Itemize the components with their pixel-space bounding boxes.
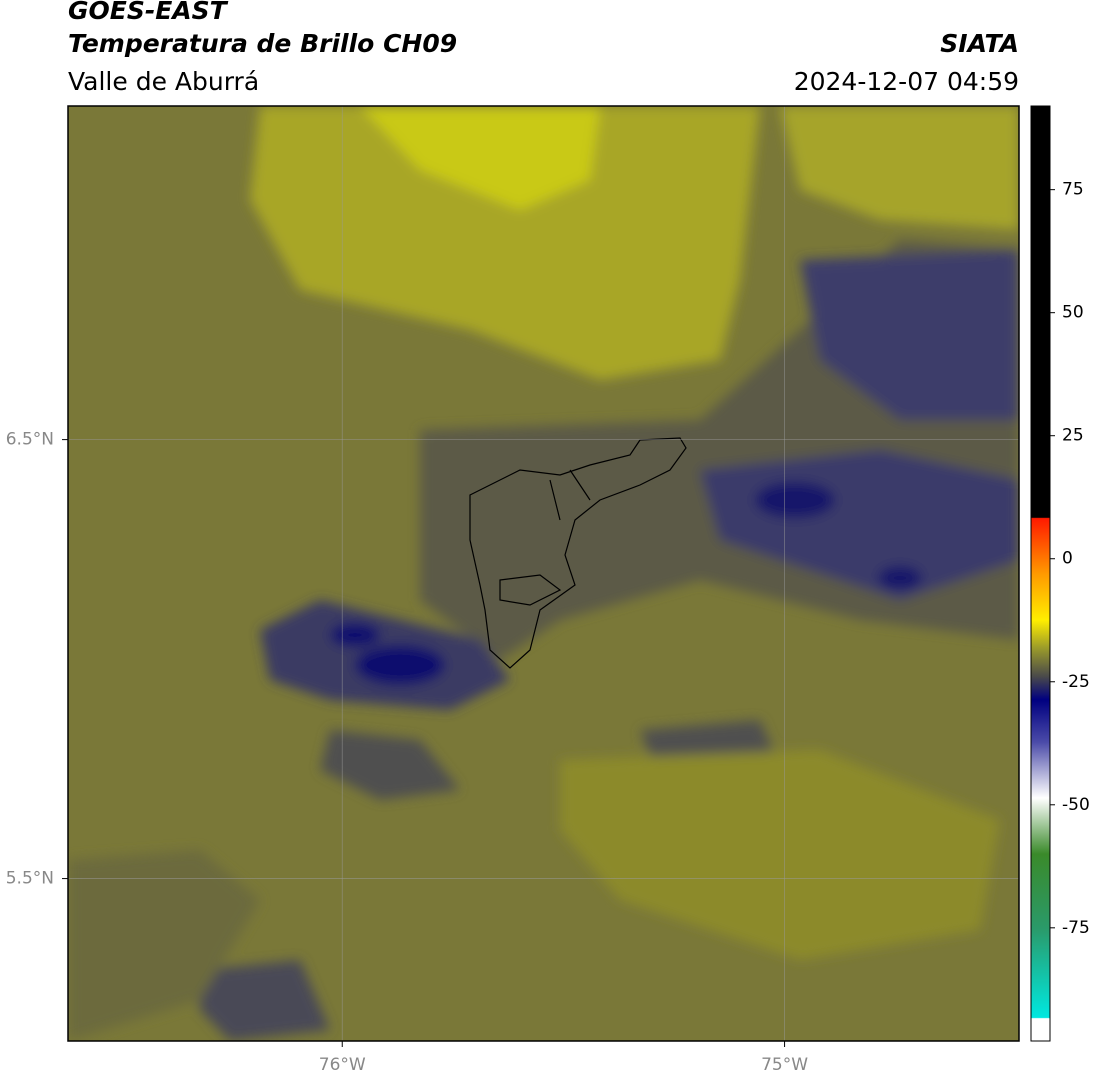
colorbar-label: 0 xyxy=(1062,549,1073,569)
colorbar-label: 25 xyxy=(1062,426,1084,446)
title: GOES-EAST xyxy=(68,0,229,25)
lon-label: 75°W xyxy=(761,1055,808,1075)
subtitle: Temperatura de Brillo CH09 xyxy=(68,29,457,58)
map-image xyxy=(68,106,1019,1041)
grid xyxy=(68,106,1019,1041)
lat-label: 6.5°N xyxy=(6,430,54,450)
map-frame xyxy=(67,105,1020,1042)
colorbar xyxy=(1030,105,1051,1042)
source: SIATA xyxy=(940,29,1019,58)
colorbar-label: -25 xyxy=(1062,672,1090,692)
lat-label: 5.5°N xyxy=(6,869,54,889)
colorbar-label: -50 xyxy=(1062,795,1090,815)
datetime: 2024-12-07 04:59 xyxy=(794,67,1019,96)
colorbar-label: 75 xyxy=(1062,180,1084,200)
lon-label: 76°W xyxy=(319,1055,366,1075)
colorbar-label: -75 xyxy=(1062,918,1090,938)
colorbar-label: 50 xyxy=(1062,303,1084,323)
region: Valle de Aburrá xyxy=(68,67,259,96)
